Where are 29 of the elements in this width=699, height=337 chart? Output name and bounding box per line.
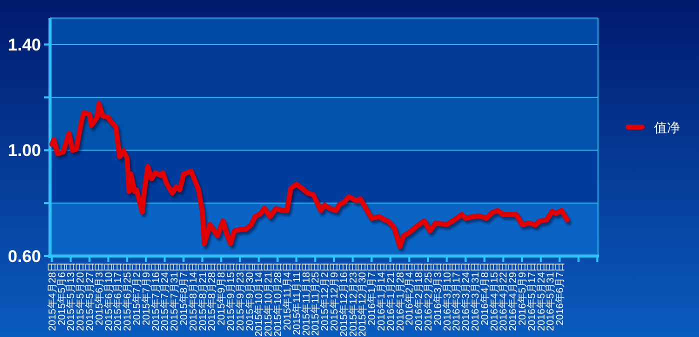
x-tick-label: 2016年5月17日 [526, 262, 538, 331]
x-tick-label: 2016年1月14日 [375, 262, 388, 331]
x-tick-label: 2015年8月21日 [196, 262, 209, 331]
x-tick-label: 2016年4月8日 [478, 262, 491, 326]
x-tick-label: 2016年1月21日 [384, 262, 397, 331]
x-tick-label: 2015年6月3日 [93, 262, 106, 326]
x-tick-label: 2015年7月9日 [140, 262, 152, 326]
y-tick-label: 1.40 [8, 35, 41, 54]
x-tick-label: 2015年11月18日 [300, 262, 312, 336]
x-tick-label: 2015年12月9日 [328, 262, 340, 331]
y-tick-label: 1.00 [8, 141, 41, 160]
x-tick-label: 2015年11月4日 [281, 262, 294, 330]
x-tick-label: 2016年4月15日 [488, 262, 500, 331]
x-tick-label: 2015年12月16日 [338, 262, 350, 336]
x-tick-label: 2015年6月10日 [102, 262, 115, 331]
x-tick-label: 2016年3月3日 [432, 262, 444, 326]
x-tick-label: 2015年5月27日 [84, 262, 96, 331]
legend-label: 值净 [654, 121, 680, 136]
x-tick-label: 2015年7月16日 [150, 262, 162, 331]
x-tick-label: 2015年12月23日 [347, 262, 360, 336]
y-tick-label: 0.60 [8, 247, 41, 266]
x-tick-label: 2016年2月25日 [422, 262, 434, 331]
x-tick-label: 2016年5月24日 [535, 262, 548, 331]
x-tick-label: 2016年6月7日 [554, 262, 566, 326]
x-tick-label: 2015年8月14日 [187, 262, 200, 331]
x-tick-label: 2015年11月11日 [290, 262, 303, 336]
x-tick-label: 2016年3月10日 [441, 262, 454, 331]
x-tick-label: 2015年4月28日 [46, 262, 58, 331]
x-tick-label: 2015年9月23日 [234, 262, 246, 331]
